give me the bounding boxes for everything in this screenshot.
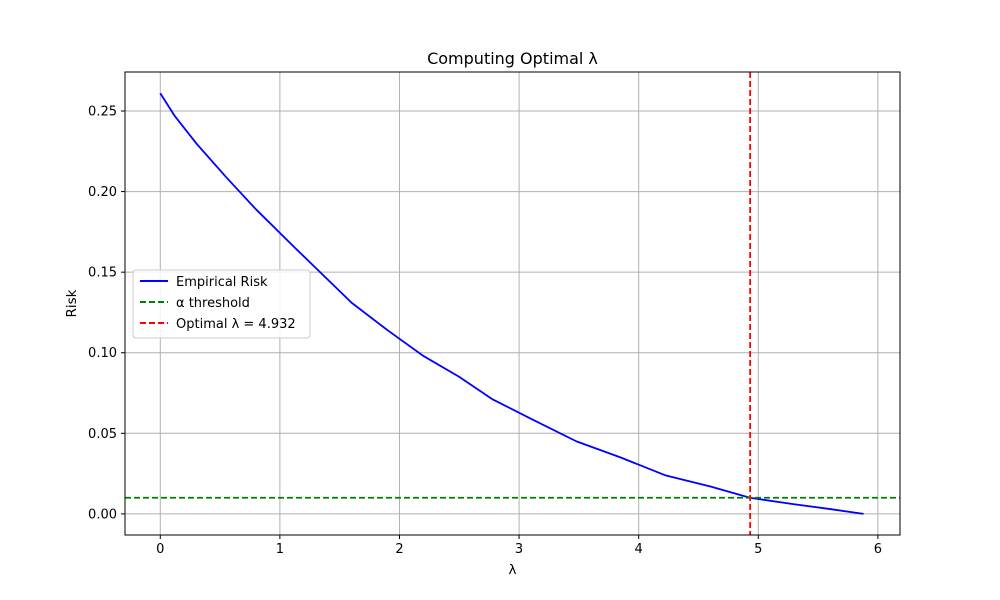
x-tick-label: 6	[874, 542, 882, 557]
x-tick-label: 2	[395, 542, 403, 557]
y-tick-label: 0.10	[88, 346, 117, 361]
y-tick-label: 0.25	[88, 104, 117, 119]
legend-box	[132, 269, 311, 339]
x-tick-label: 4	[635, 542, 643, 557]
x-axis-label: λ	[509, 562, 517, 578]
empirical-risk-line	[159, 92, 864, 515]
ticks: 0 1 2 3 4 5 6 0.00 0.05 0.10 0.15 0.20 0.25	[88, 104, 882, 557]
y-tick-label: 0.20	[88, 185, 117, 200]
plot-frame	[124, 71, 901, 536]
y-tick-label: 0.15	[88, 266, 117, 281]
y-tick-label: 0.00	[88, 507, 117, 522]
x-tick-label: 3	[515, 542, 523, 557]
chart-title: Computing Optimal λ	[427, 49, 598, 68]
legend-label-optimal-lambda: Optimal λ = 4.932	[176, 317, 296, 332]
y-axis-label: Risk	[64, 289, 80, 317]
legend-label-alpha-threshold: α threshold	[176, 296, 250, 311]
legend: Empirical Risk α threshold Optimal λ = 4…	[132, 269, 311, 339]
y-tick-label: 0.05	[88, 427, 117, 442]
series-layer	[125, 72, 900, 535]
x-tick-label: 0	[156, 542, 164, 557]
legend-label-empirical-risk: Empirical Risk	[176, 275, 268, 290]
x-tick-label: 5	[754, 542, 762, 557]
x-tick-label: 1	[276, 542, 284, 557]
